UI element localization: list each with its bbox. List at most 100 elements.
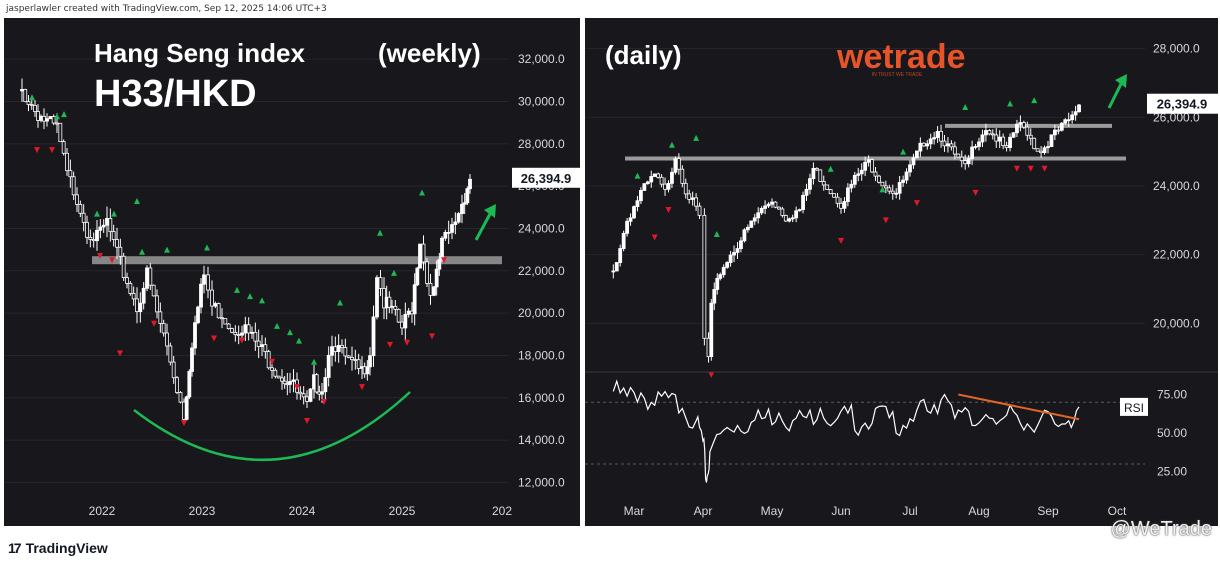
- pivot-high-marker-icon: [296, 337, 302, 344]
- pivot-high-marker-icon: [94, 210, 100, 217]
- rsi-line: [612, 379, 1080, 483]
- weekly-candle: [460, 203, 464, 214]
- daily-candle: [787, 218, 792, 222]
- breakout-arrowhead-icon: [484, 204, 496, 218]
- daily-candle: [1052, 129, 1057, 136]
- weekly-candle: [33, 105, 37, 112]
- weekly-candle: [282, 380, 287, 385]
- daily-candle: [614, 262, 619, 272]
- daily-candle: [977, 141, 981, 147]
- daily-candle: [690, 197, 695, 200]
- weekly-candle: [350, 357, 354, 361]
- weekly-candle: [240, 332, 244, 336]
- x-tick-label: Mar: [624, 504, 645, 518]
- weekly-candle: [375, 277, 379, 318]
- weekly-candle: [356, 359, 361, 369]
- tradingview-logo[interactable]: 17 TradingView: [8, 540, 108, 556]
- weekly-candle: [108, 218, 113, 233]
- daily-candle: [963, 160, 968, 165]
- pivot-high-marker-icon: [377, 229, 383, 236]
- weekly-candle: [443, 232, 448, 239]
- pivot-low-marker-icon: [304, 418, 310, 425]
- daily-candle: [1039, 150, 1044, 154]
- weekly-candle: [301, 393, 306, 398]
- weekly-candle: [42, 115, 46, 122]
- daily-candle: [1011, 132, 1016, 138]
- daily-candle: [763, 205, 768, 209]
- daily-candle: [790, 217, 795, 220]
- weekly-candle: [121, 255, 126, 279]
- weekly-candle: [403, 313, 408, 329]
- pivot-low-marker-icon: [1027, 165, 1034, 172]
- daily-candle: [1015, 123, 1019, 134]
- daily-chart-canvas[interactable]: 28,000.0 26,000.0 24,000.0 22,000.0 20,000.0…: [585, 18, 1218, 526]
- weekly-candle: [233, 331, 238, 335]
- weekly-candle: [58, 122, 63, 143]
- weekly-candle: [412, 284, 417, 315]
- pivot-low-marker-icon: [239, 337, 245, 344]
- y-tick-label: 22,000.0: [518, 264, 565, 278]
- pivot-low-marker-icon: [294, 384, 300, 391]
- rsi-label: RSI: [1124, 401, 1144, 415]
- daily-candle: [652, 173, 657, 177]
- daily-candle: [1042, 147, 1047, 154]
- daily-candle: [997, 136, 1002, 142]
- daily-chart-panel[interactable]: 28,000.0 26,000.0 24,000.0 22,000.0 20,000.0…: [585, 18, 1218, 526]
- daily-candle: [728, 254, 733, 263]
- breakout-arrow-icon: [1107, 83, 1123, 109]
- pivot-low-marker-icon: [151, 320, 157, 327]
- pivot-low-marker-icon: [97, 252, 103, 259]
- weekly-candle: [105, 218, 109, 226]
- weekly-candle: [415, 267, 420, 286]
- y-tick-label: 16,000.0: [518, 391, 565, 405]
- weekly-candle: [184, 396, 189, 420]
- pivot-low-marker-icon: [359, 384, 365, 391]
- daily-candle: [752, 217, 757, 222]
- daily-candle: [828, 189, 833, 195]
- weekly-chart-panel[interactable]: 32,000.030,000.028,000.026,000.024,000.0…: [4, 18, 580, 526]
- daily-candle: [887, 187, 892, 192]
- weekly-candle: [260, 344, 264, 347]
- pivot-low-marker-icon: [708, 371, 715, 378]
- pivot-low-marker-icon: [117, 350, 123, 357]
- weekly-candle: [320, 391, 324, 395]
- daily-candle: [732, 252, 736, 256]
- daily-candle: [794, 210, 799, 219]
- daily-candle: [773, 201, 778, 208]
- weekly-candle: [138, 302, 143, 313]
- daily-candle: [715, 277, 720, 290]
- x-tick-label: 2022: [89, 504, 116, 518]
- last-price-label: 26,394.9: [1157, 97, 1208, 112]
- weekly-candle: [236, 334, 241, 336]
- weekly-chart-canvas[interactable]: 32,000.030,000.028,000.026,000.024,000.0…: [4, 18, 580, 526]
- y-tick-label: 14,000.0: [518, 433, 565, 447]
- weekly-candle: [440, 237, 444, 261]
- weekly-candle: [165, 332, 169, 347]
- weekly-candle: [131, 293, 136, 300]
- x-tick-label: 202: [492, 504, 512, 518]
- pivot-high-marker-icon: [419, 189, 425, 196]
- weekly-candle: [202, 274, 206, 285]
- daily-candle: [770, 201, 774, 205]
- timeframe-label: (daily): [605, 40, 682, 70]
- weekly-candle: [396, 308, 401, 323]
- daily-candle: [618, 248, 623, 263]
- weekly-candle: [148, 267, 153, 286]
- y-tick-label: 26,000.0: [1153, 110, 1200, 124]
- daily-candle: [766, 203, 771, 207]
- daily-candle: [970, 146, 975, 159]
- weekly-candle: [453, 221, 458, 225]
- daily-candle: [990, 133, 995, 136]
- daily-candle: [656, 173, 661, 178]
- daily-candle: [842, 201, 847, 209]
- x-tick-label: Sep: [1037, 504, 1059, 518]
- pivot-high-marker-icon: [204, 244, 210, 251]
- weekly-candle: [280, 377, 284, 382]
- weekly-candle: [256, 340, 261, 347]
- weekly-candle: [51, 116, 56, 124]
- daily-candle: [628, 217, 633, 222]
- pivot-low-marker-icon: [882, 217, 889, 224]
- weekly-candle: [190, 347, 194, 372]
- pivot-high-marker-icon: [900, 148, 907, 155]
- weekly-candle: [428, 282, 433, 296]
